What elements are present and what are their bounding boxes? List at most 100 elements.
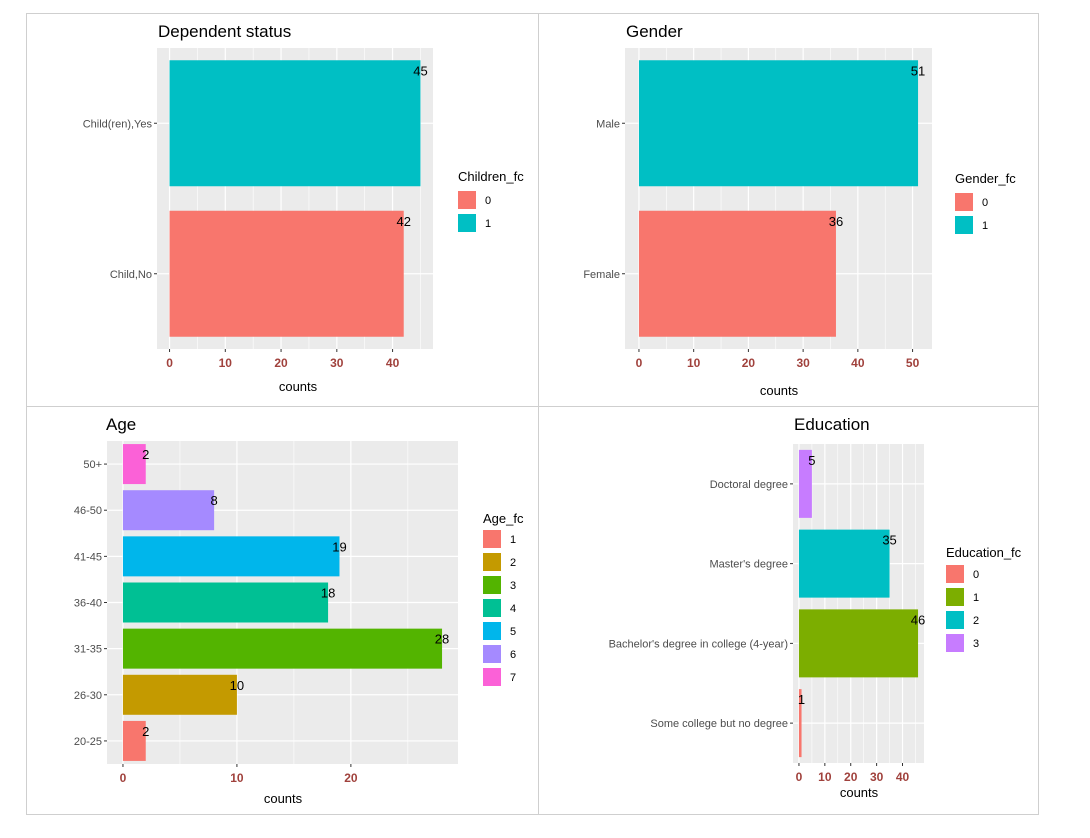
y-tick-label: 36-40 [74,598,102,610]
y-tick-label: 26-30 [74,690,102,702]
legend-swatch [955,216,973,234]
data-label: 36 [829,214,843,229]
bar-50- [122,444,146,485]
chart-education: 1 46 35 5 Some college but no degree Bachelor… [609,415,1022,800]
legend-swatch [483,599,501,617]
chart-dependent-status: 42 45 Child,No Child(ren),Yes 0 10 20 30 40 count… [83,22,525,394]
chart-title: Education [794,415,870,434]
legend-title: Age_fc [483,511,524,526]
bar-31-35 [122,628,443,669]
bar-child-no [169,210,404,337]
x-tick-label: 20 [274,356,288,370]
y-tick-label: 31-35 [74,644,102,656]
x-tick-label: 20 [344,771,358,785]
bar-36-40 [122,582,329,623]
legend-label: 2 [973,615,979,627]
legend-swatch [458,214,476,232]
data-label: 42 [396,214,410,229]
data-label: 19 [332,539,346,554]
legend-swatch [483,530,501,548]
x-tick-label: 40 [386,356,400,370]
data-label: 18 [321,586,335,601]
legend-label: 3 [973,638,979,650]
y-tick-label: Male [596,118,620,130]
bar-child-ren-yes [169,60,421,187]
data-label: 1 [798,692,805,707]
data-label: 28 [435,632,449,647]
x-tick-label: 30 [330,356,344,370]
legend-swatch [946,588,964,606]
legend-label: 1 [973,592,979,604]
legend-label: 5 [510,626,516,638]
chart-age: 2102818198220-2526-3031-3536-4041-4546-5… [74,415,524,806]
bar-doctoral-degree [798,449,812,518]
legend-swatch [946,634,964,652]
legend-swatch [483,645,501,663]
data-label: 2 [142,724,149,739]
bar-bachelor-s-degree-in-college-4-year- [798,609,919,678]
x-tick-label: 30 [870,770,884,784]
data-label: 8 [211,493,218,508]
x-tick-label: 10 [230,771,244,785]
legend-title: Gender_fc [955,171,1016,186]
y-tick-label: Child(ren),Yes [83,118,153,130]
data-label: 46 [911,612,925,627]
legend-label: 7 [510,672,516,684]
legend-label: 1 [510,534,516,546]
y-tick-label: Some college but no degree [650,718,788,730]
x-tick-label: 0 [796,770,803,784]
legend-label: 1 [982,220,988,232]
x-axis-title: counts [840,785,879,800]
bar-26-30 [122,674,237,715]
legend-swatch [483,622,501,640]
bar-female [638,210,836,337]
legend-label: 0 [982,197,988,209]
plot-background [793,444,924,763]
legend-label: 0 [973,569,979,581]
y-tick-label: Female [583,269,620,281]
x-axis-title: counts [264,791,303,806]
legend-label: 1 [485,218,491,230]
y-tick-label: Master's degree [709,559,788,571]
x-tick-label: 50 [906,356,920,370]
legend-swatch [946,611,964,629]
x-tick-label: 0 [166,356,173,370]
y-tick-label: Child,No [110,269,152,281]
data-label: 51 [911,63,925,78]
bar-master-s-degree [798,529,890,598]
x-tick-label: 0 [636,356,643,370]
legend-title: Education_fc [946,545,1022,560]
bar-41-45 [122,536,340,577]
x-tick-label: 30 [796,356,810,370]
bar-46-50 [122,490,215,531]
legend-swatch [483,668,501,686]
data-label: 2 [142,447,149,462]
x-tick-label: 20 [844,770,858,784]
legend-label: 6 [510,649,516,661]
x-tick-label: 10 [219,356,233,370]
x-axis-title: counts [279,379,318,394]
legend-label: 2 [510,557,516,569]
y-tick-label: 46-50 [74,505,102,517]
legend-swatch [483,576,501,594]
data-label: 35 [882,533,896,548]
x-tick-label: 40 [896,770,910,784]
legend-swatch [458,191,476,209]
x-tick-label: 10 [818,770,832,784]
legend-swatch [946,565,964,583]
y-tick-label: Bachelor's degree in college (4-year) [609,638,788,650]
bar-some-college-but-no-degree [798,689,802,758]
chart-title: Dependent status [158,22,291,41]
x-tick-label: 0 [120,771,127,785]
chart-title: Age [106,415,136,434]
x-tick-label: 10 [687,356,701,370]
legend-title: Children_fc [458,169,524,184]
chart-title: Gender [626,22,683,41]
data-label: 45 [413,63,427,78]
y-tick-label: Doctoral degree [710,479,788,491]
legend-label: 3 [510,580,516,592]
bar-male [638,60,919,187]
y-tick-label: 41-45 [74,551,102,563]
data-label: 5 [808,453,815,468]
